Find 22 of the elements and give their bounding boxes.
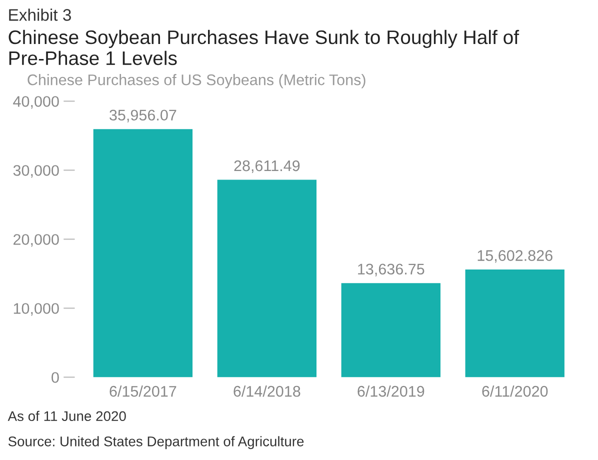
- y-tick-label: 30,000: [13, 165, 59, 178]
- y-axis-title: Chinese Purchases of US Soybeans (Metric Tons): [28, 74, 366, 88]
- data-label: 28,611.49: [234, 160, 300, 174]
- text: As of 11 June 2020: [8, 410, 126, 422]
- x-tick-label: 6/11/2020: [482, 386, 548, 397]
- chart-subtitle: Chinese Soybean Purchases Have Sunk to Roughly Half of Pre-Phase 1 Levels: [8, 30, 520, 66]
- chart-title: Exhibit 3: [9, 8, 71, 21]
- data-label: 35,956.07: [110, 110, 176, 122]
- bar: [93, 129, 193, 378]
- y-tick-label: 10,000: [14, 303, 59, 316]
- data-label: 13,636.75: [358, 264, 424, 276]
- bar: [341, 283, 440, 378]
- bar: [465, 270, 564, 378]
- x-tick-label: 6/14/2018: [234, 386, 300, 397]
- source-note: Source: United States Department of Agriculture: [8, 436, 304, 450]
- bar: [217, 180, 316, 378]
- y-tick-label: 40,000: [13, 96, 59, 109]
- x-tick-label: 6/13/2019: [358, 386, 424, 397]
- y-tick-label: 20,000: [14, 234, 59, 247]
- data-label: 15,602.826: [478, 250, 552, 263]
- y-tick-label: 0: [52, 372, 59, 383]
- x-tick-label: 6/15/2017: [110, 386, 176, 397]
